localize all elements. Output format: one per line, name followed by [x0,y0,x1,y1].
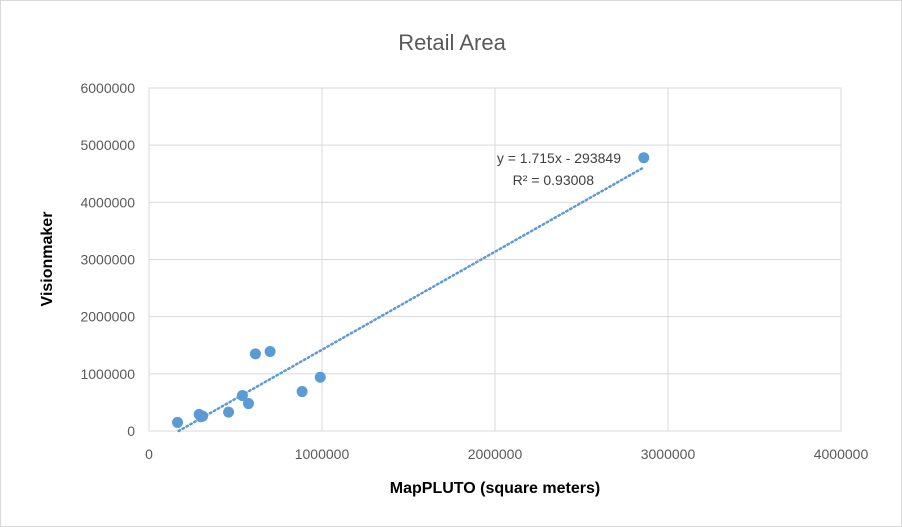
y-tick-label: 0 [127,423,135,439]
data-point [172,416,184,428]
data-point [314,371,326,383]
data-point [296,386,308,398]
plot-area [148,87,842,432]
y-tick-label: 3000000 [80,252,135,268]
x-tick-label: 4000000 [814,446,869,462]
y-tick-label: 5000000 [80,137,135,153]
y-tick-label: 6000000 [80,80,135,96]
data-point [249,348,261,360]
x-axis-label: MapPLUTO (square meters) [390,480,600,497]
x-tick-label: 1000000 [295,446,350,462]
x-tick-label: 3000000 [641,446,696,462]
data-point [242,398,254,410]
y-tick-label: 1000000 [80,366,135,382]
data-points [172,152,650,428]
chart-title: Retail Area [398,30,506,55]
data-point [197,410,209,422]
y-tick-label: 2000000 [80,309,135,325]
x-tick-label: 2000000 [468,446,523,462]
trendline [177,166,646,433]
y-axis-ticks: 0 1000000 2000000 3000000 4000000 5000000 6000… [80,80,135,439]
trendline-r-squared: R² = 0.93008 [513,172,595,188]
gridlines [148,87,842,432]
data-point [264,346,276,358]
data-point [223,406,235,418]
y-tick-label: 4000000 [80,194,135,210]
trendline-layer [177,166,646,433]
trendline-equation: y = 1.715x - 293849 [497,150,621,166]
x-axis-ticks: 0 1000000 2000000 3000000 4000000 [145,446,868,462]
plot-border [148,87,842,432]
x-tick-label: 0 [145,446,153,462]
data-point [236,390,248,402]
y-axis-label: Visionmaker [39,212,56,307]
data-point [638,152,650,164]
